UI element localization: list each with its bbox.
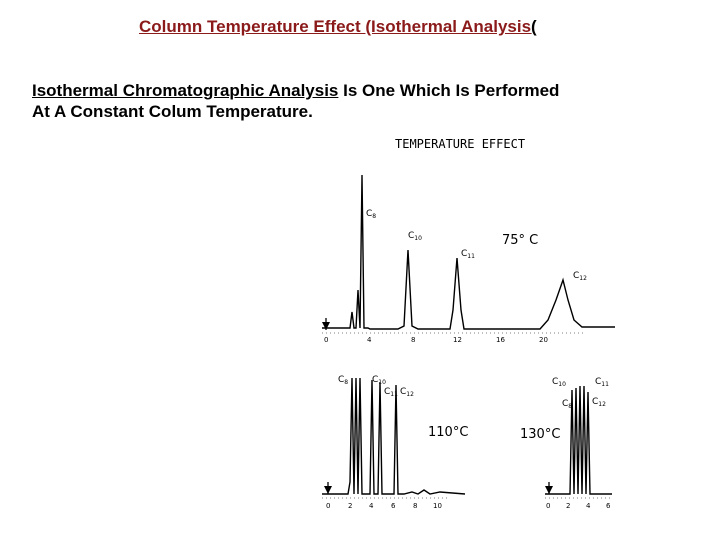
arrowhead-icon <box>322 322 330 330</box>
peak-label-c11-75c: C11 <box>461 249 475 260</box>
temperature-label-110c: 110°C <box>428 425 468 440</box>
peak-label-c11-130c: C11 <box>595 377 609 388</box>
chromatogram-trace-130c <box>545 385 612 495</box>
peak-label-c10-110c: C10 <box>372 375 386 386</box>
peak-label-c10-75c: C10 <box>408 231 422 242</box>
tick-75c-12: 12 <box>453 336 462 344</box>
tick-110c-10: 10 <box>433 502 442 510</box>
definition-rest-line1: Is One Which Is Performed <box>338 81 560 100</box>
peak-label-c11-110c: C11 <box>384 387 398 398</box>
panel-110c: C8 C10 C11 C12 110°C 0 2 4 6 8 10 <box>322 375 468 510</box>
peak-label-c10-130c: C10 <box>552 377 566 388</box>
tick-130c-2: 2 <box>566 502 570 510</box>
tick-130c-6: 6 <box>606 502 611 510</box>
temperature-effect-figure: TEMPERATURE EFFECT C8 C10 C11 C12 75° C … <box>300 130 630 520</box>
tick-110c-0: 0 <box>326 502 330 510</box>
temperature-label-75c: 75° C <box>502 233 538 248</box>
tick-75c-4: 4 <box>367 336 372 344</box>
panel-130c: C10 C8 C11 C12 130°C 0 2 4 6 <box>520 377 612 510</box>
definition-term: Isothermal Chromatographic Analysis <box>32 81 339 100</box>
tick-110c-4: 4 <box>369 502 374 510</box>
peak-label-c8-110c: C8 <box>338 375 348 386</box>
panel-75c: C8 C10 C11 C12 75° C 0 4 8 12 16 20 <box>322 174 615 344</box>
tick-130c-0: 0 <box>546 502 550 510</box>
peak-label-c8-130c: C8 <box>562 399 572 410</box>
slide-title-text: Column Temperature Effect (Isothermal An… <box>139 17 532 36</box>
tick-75c-0: 0 <box>324 336 328 344</box>
tick-130c-4: 4 <box>586 502 591 510</box>
peak-label-c12-110c: C12 <box>400 387 414 398</box>
peak-label-c12-130c: C12 <box>592 397 606 408</box>
tick-110c-8: 8 <box>413 502 417 510</box>
chromatogram-trace-75c <box>322 174 615 330</box>
temperature-label-130c: 130°C <box>520 427 560 442</box>
definition-line2: At A Constant Colum Temperature. <box>32 102 313 121</box>
peak-label-c12-75c: C12 <box>573 271 587 282</box>
peak-label-c8-75c: C8 <box>366 209 376 220</box>
arrowhead-icon <box>545 486 553 494</box>
tick-75c-8: 8 <box>411 336 415 344</box>
figure-heading: TEMPERATURE EFFECT <box>395 137 525 151</box>
arrowhead-icon <box>324 486 332 494</box>
tick-110c-6: 6 <box>391 502 396 510</box>
chromatogram-trace-110c <box>322 377 466 495</box>
definition-paragraph: Isothermal Chromatographic Analysis Is O… <box>32 80 692 122</box>
slide-title-paren: ( <box>531 17 537 36</box>
tick-110c-2: 2 <box>348 502 352 510</box>
slide-title: Column Temperature Effect (Isothermal An… <box>139 17 537 37</box>
tick-75c-16: 16 <box>496 336 505 344</box>
tick-75c-20: 20 <box>539 336 548 344</box>
chromatogram-figure: TEMPERATURE EFFECT C8 C10 C11 C12 75° C … <box>322 137 615 510</box>
